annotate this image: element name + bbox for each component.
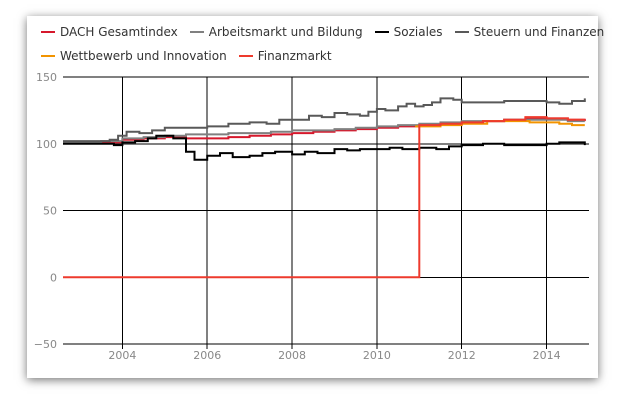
legend-swatch-soziales <box>374 31 389 33</box>
series-line-steuern-und-finanzen[interactable] <box>63 97 586 143</box>
y-tick-label-150: 150 <box>36 71 57 84</box>
legend-row-1: DACH Gesamtindex Arbeitsmarkt und Bildun… <box>41 24 604 40</box>
legend-swatch-finanzmarkt <box>238 55 253 57</box>
legend-swatch-wettbewerb-und-innovation <box>41 55 55 57</box>
legend-label-steuern-und-finanzen: Steuern und Finanzen <box>473 25 605 39</box>
y-tick-label-50: 50 <box>43 205 57 218</box>
legend-swatch-arbeitsmarkt-und-bildung <box>189 31 204 33</box>
x-tick-label-2004: 2004 <box>108 349 136 362</box>
x-tick-label-2008: 2008 <box>278 349 306 362</box>
y-tick-label-50: −50 <box>34 338 57 351</box>
series-line-arbeitsmarkt-und-bildung[interactable] <box>63 118 585 144</box>
legend-item-arbeitsmarkt-und-bildung[interactable]: Arbeitsmarkt und Bildung <box>189 24 363 40</box>
line-chart: 150 100 50 0 −50 2004 2006 2008 2010 2012 2014 <box>34 71 589 362</box>
chart-frame: DACH Gesamtindex Arbeitsmarkt und Bildun… <box>27 16 604 378</box>
y-tick-label-0: 0 <box>50 271 57 284</box>
axis-layer: 150 100 50 0 −50 2004 2006 2008 2010 2012 2014 <box>34 71 561 362</box>
legend: DACH Gesamtindex Arbeitsmarkt und Bildun… <box>41 24 604 72</box>
series-line-soziales[interactable] <box>63 134 586 161</box>
legend-label-finanzmarkt: Finanzmarkt <box>257 49 332 63</box>
legend-label-dach-gesamtindex: DACH Gesamtindex <box>60 25 178 39</box>
series-layer <box>63 97 586 279</box>
x-tick-label-2006: 2006 <box>193 349 221 362</box>
legend-label-wettbewerb-und-innovation: Wettbewerb und Innovation <box>60 49 227 63</box>
legend-swatch-dach-gesamtindex <box>41 31 55 33</box>
legend-label-arbeitsmarkt-und-bildung: Arbeitsmarkt und Bildung <box>208 25 363 39</box>
x-tick-label-2010: 2010 <box>363 349 391 362</box>
legend-row-2: Wettbewerb und Innovation Finanzmarkt <box>41 48 589 64</box>
legend-item-wettbewerb-und-innovation[interactable]: Wettbewerb und Innovation <box>41 48 227 64</box>
legend-swatch-steuern-und-finanzen <box>454 31 469 33</box>
legend-item-soziales[interactable]: Soziales <box>374 24 443 40</box>
x-tick-label-2014: 2014 <box>533 349 561 362</box>
series-line-finanzmarkt[interactable] <box>63 116 585 279</box>
legend-label-soziales: Soziales <box>393 25 443 39</box>
legend-item-steuern-und-finanzen[interactable]: Steuern und Finanzen <box>454 24 605 40</box>
x-tick-label-2012: 2012 <box>448 349 476 362</box>
legend-item-dach-gesamtindex[interactable]: DACH Gesamtindex <box>41 24 178 40</box>
y-tick-label-100: 100 <box>36 138 57 151</box>
legend-item-finanzmarkt[interactable]: Finanzmarkt <box>238 48 332 64</box>
